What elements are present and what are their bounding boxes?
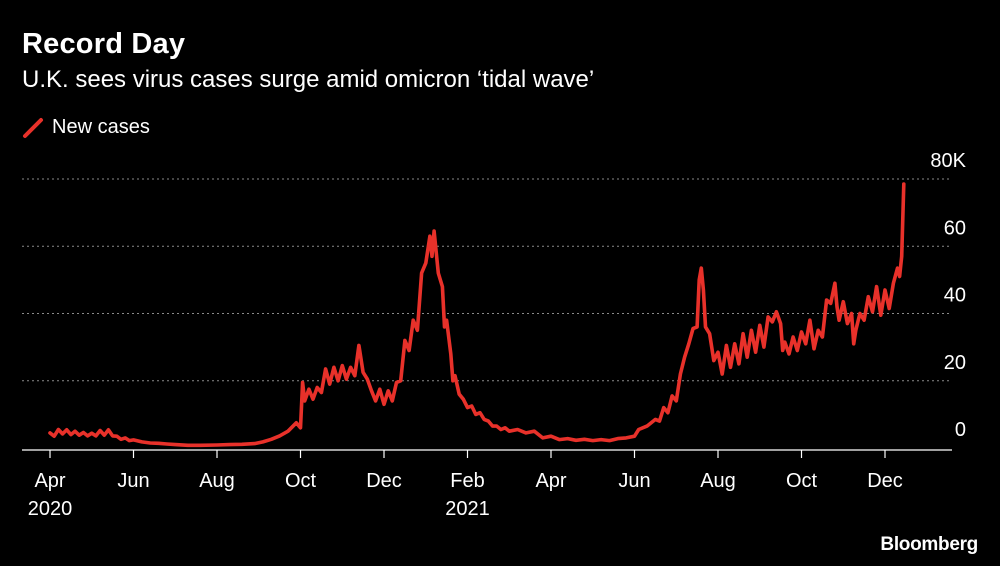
- x-tick-label: Dec: [366, 470, 402, 492]
- x-tick-year-label: 2021: [445, 498, 490, 520]
- legend-label: New cases: [52, 116, 150, 138]
- y-tick-label: 40: [944, 285, 966, 307]
- y-tick-label: 60: [944, 217, 966, 239]
- x-tick-label: Dec: [867, 470, 903, 492]
- legend-line-icon: [23, 117, 43, 138]
- x-tick-label: Oct: [285, 470, 317, 492]
- y-tick-label: 80K: [930, 150, 966, 172]
- bloomberg-logo: Bloomberg: [880, 534, 978, 555]
- y-tick-label: 0: [955, 419, 966, 441]
- series-new-cases-line: [48, 182, 906, 448]
- chart-title: Record Day: [22, 28, 186, 60]
- y-tick-label: 20: [944, 352, 966, 374]
- legend: New cases: [22, 116, 150, 139]
- x-tick-label: Aug: [199, 470, 235, 492]
- x-tick-year-label: 2020: [28, 498, 73, 520]
- x-tick-label: Jun: [117, 470, 149, 492]
- x-tick-label: Jun: [618, 470, 650, 492]
- chart-subtitle: U.K. sees virus cases surge amid omicron…: [22, 66, 595, 93]
- x-tick-label: Oct: [786, 470, 818, 492]
- x-tick-label: Feb: [450, 470, 484, 492]
- x-tick-label: Apr: [535, 470, 566, 492]
- x-tick-label: Apr: [34, 470, 65, 492]
- x-tick-label: Aug: [700, 470, 736, 492]
